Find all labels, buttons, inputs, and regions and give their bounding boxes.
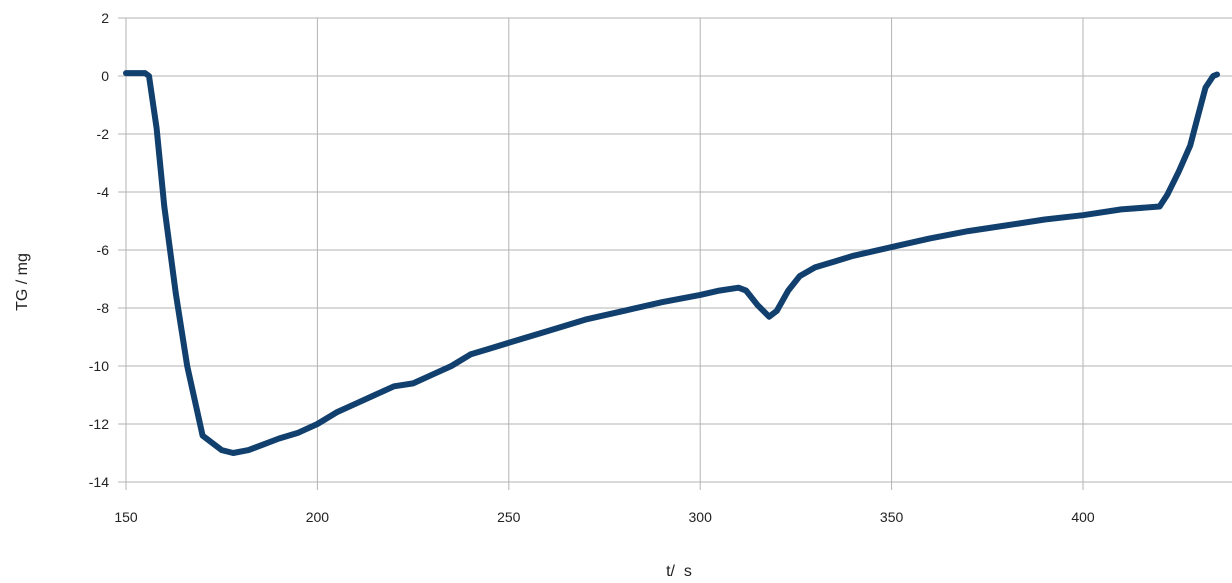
x-tick-label: 250: [497, 509, 521, 525]
y-tick-label: -14: [89, 474, 109, 490]
y-tick-label: -8: [97, 300, 110, 316]
y-tick-label: -2: [97, 126, 110, 142]
y-tick-label: 2: [101, 10, 109, 26]
grid: [118, 17, 1232, 490]
tick-labels: 2 0 -2 -4 -6 -8 -10 -12 -14 150 200 250 300 350 400: [89, 10, 1095, 525]
x-tick-label: 200: [306, 509, 330, 525]
y-tick-label: -4: [97, 184, 110, 200]
y-tick-label: -12: [89, 416, 109, 432]
x-tick-label: 400: [1071, 509, 1095, 525]
series-line: [123, 70, 1220, 456]
x-tick-label: 350: [880, 509, 904, 525]
y-tick-label: -6: [97, 242, 110, 258]
series-layer: [123, 70, 1220, 456]
y-tick-label: -10: [89, 358, 109, 374]
x-tick-label: 150: [114, 509, 138, 525]
x-tick-label: 300: [689, 509, 713, 525]
y-axis-title: TG / mg: [14, 253, 31, 311]
x-axis-title: t/ s: [666, 563, 692, 580]
y-tick-label: 0: [101, 68, 109, 84]
